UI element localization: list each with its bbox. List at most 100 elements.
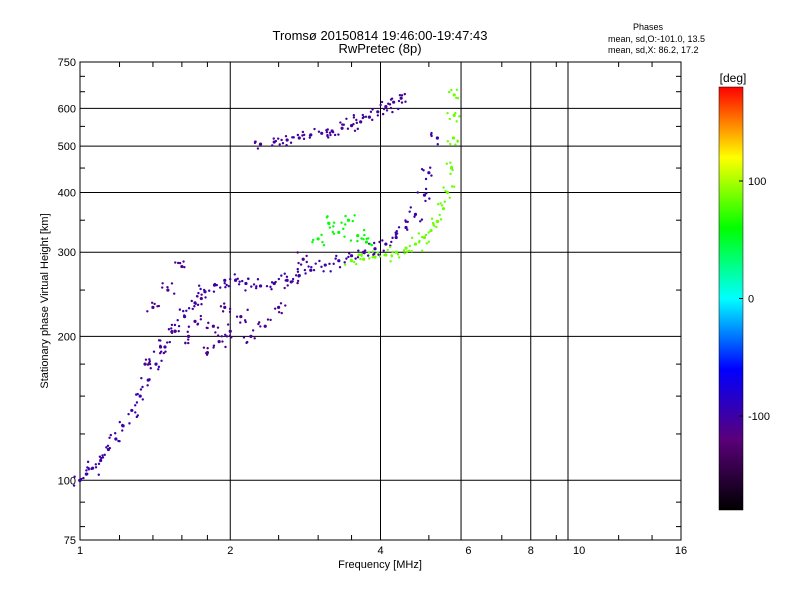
echo-point: [296, 251, 299, 254]
echo-point: [439, 218, 443, 221]
colorbar-tick-label: -100: [748, 411, 770, 423]
echo-point: [228, 334, 232, 337]
echo-point: [247, 277, 250, 281]
colorbar-tick-label: 100: [748, 176, 766, 188]
echo-point: [304, 272, 307, 275]
echo-point: [438, 213, 441, 217]
echo-point: [243, 319, 247, 322]
echo-point: [157, 368, 160, 371]
echo-point: [349, 239, 353, 242]
echo-point: [149, 367, 152, 370]
x-tick-label: 16: [675, 545, 687, 557]
echo-point: [422, 235, 427, 240]
axis-ticks: [80, 62, 681, 540]
echo-point: [442, 186, 445, 189]
echo-point: [297, 136, 301, 140]
echo-point: [136, 414, 139, 417]
echo-point: [106, 444, 110, 447]
echo-point: [99, 458, 103, 463]
echo-point: [366, 254, 370, 257]
echo-point: [168, 340, 171, 344]
echo-point: [212, 290, 216, 293]
echo-point: [276, 137, 280, 140]
echo-point: [320, 265, 323, 269]
echo-point: [450, 165, 453, 169]
echo-point: [283, 286, 286, 290]
x-tick-label: 10: [573, 545, 585, 557]
echo-point: [85, 469, 88, 472]
echo-point: [280, 311, 283, 315]
echo-point: [440, 204, 444, 207]
echo-point: [72, 484, 76, 487]
x-tick-label: 2: [227, 545, 233, 557]
echo-point: [404, 225, 408, 230]
echo-point: [343, 263, 347, 266]
echo-point: [174, 261, 177, 264]
echo-point: [322, 270, 325, 273]
echo-point: [349, 254, 354, 258]
echo-point: [87, 468, 91, 471]
echo-point: [410, 249, 413, 253]
echo-point: [140, 376, 143, 380]
echo-point: [454, 143, 457, 146]
echo-point: [178, 308, 182, 311]
echo-point: [385, 109, 389, 112]
echo-point: [266, 318, 270, 321]
echo-point: [395, 232, 399, 235]
x-tick-label: 6: [465, 545, 471, 557]
echo-point: [101, 454, 104, 457]
echo-point: [200, 293, 203, 296]
echo-point: [382, 107, 386, 111]
echo-point: [178, 261, 182, 265]
echo-point: [373, 252, 376, 256]
echo-point: [216, 326, 220, 329]
echo-point: [253, 337, 256, 340]
echo-point: [244, 289, 247, 292]
echo-point: [150, 301, 154, 304]
echo-point: [322, 244, 326, 247]
echo-point: [177, 324, 181, 328]
echo-point: [355, 118, 358, 122]
echo-point: [182, 309, 185, 313]
echo-point: [317, 130, 321, 133]
y-tick-label: 200: [58, 331, 76, 343]
echo-point: [234, 278, 237, 281]
echo-point: [183, 265, 186, 269]
echo-point: [170, 323, 174, 327]
echo-point: [439, 202, 442, 205]
echo-point: [258, 284, 263, 288]
x-tick-label: 1: [77, 545, 83, 557]
echo-point: [346, 218, 351, 222]
echo-point: [450, 88, 453, 92]
echo-point: [371, 256, 374, 259]
echo-point: [408, 244, 411, 248]
echo-point: [388, 245, 392, 249]
echo-point: [161, 282, 164, 285]
y-axis-label: Stationary phase Virtual Height [km]: [39, 213, 51, 388]
echo-point: [221, 310, 225, 313]
echo-point: [352, 114, 356, 117]
echo-point: [127, 412, 130, 416]
echo-point: [190, 299, 193, 303]
echo-point: [134, 404, 137, 407]
echo-point: [343, 261, 346, 264]
echo-point: [197, 284, 201, 287]
echo-point: [244, 281, 248, 286]
echo-point: [186, 330, 189, 334]
echo-point: [281, 142, 285, 145]
echo-point: [180, 264, 184, 269]
echo-point: [285, 138, 289, 142]
echo-point: [337, 230, 341, 235]
echo-point: [308, 136, 311, 139]
echo-point: [277, 277, 281, 281]
echo-point: [455, 88, 459, 91]
echo-point: [199, 314, 203, 318]
echo-point: [443, 200, 447, 203]
echo-point: [380, 100, 384, 104]
echo-point: [226, 323, 230, 326]
echo-point: [258, 143, 262, 146]
echo-point: [256, 278, 260, 281]
echo-point: [146, 310, 149, 313]
echo-point: [447, 90, 451, 94]
echo-point: [249, 334, 253, 338]
